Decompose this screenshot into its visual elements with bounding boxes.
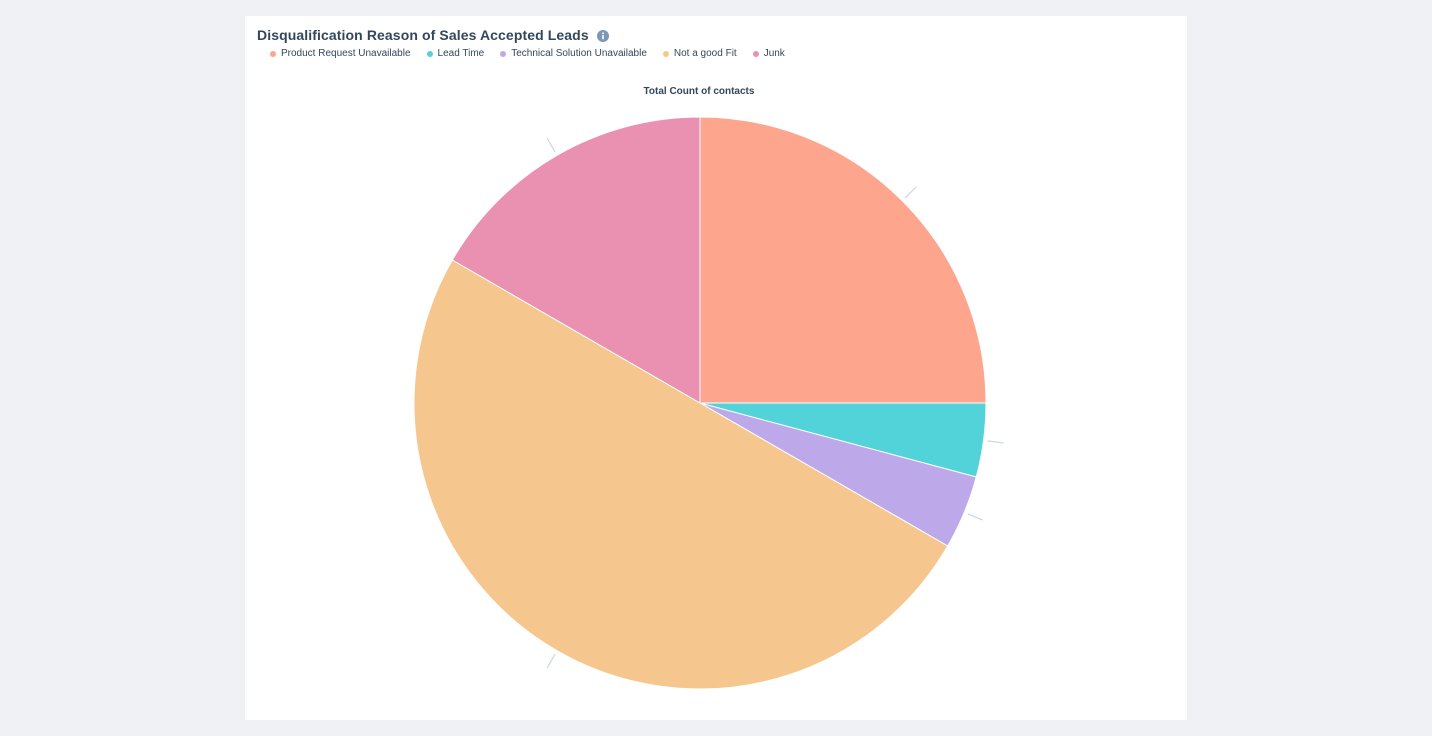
- legend-item[interactable]: Technical Solution Unavailable: [500, 48, 647, 59]
- report-card: Disqualification Reason of Sales Accepte…: [245, 16, 1187, 720]
- pie-slice[interactable]: [699, 116, 987, 404]
- chart-legend: Product Request Unavailable Lead Time Tech…: [270, 48, 785, 59]
- legend-label: Technical Solution Unavailable: [511, 48, 647, 59]
- legend-label: Lead Time: [437, 48, 485, 59]
- report-title: Disqualification Reason of Sales Accepte…: [257, 27, 589, 43]
- pie-chart: [413, 116, 1004, 690]
- slice-leader-line: [546, 137, 556, 153]
- legend-label: Junk: [763, 48, 785, 59]
- slice-leader-line: [546, 653, 556, 669]
- legend-item[interactable]: Lead Time: [426, 48, 485, 59]
- pie-slice[interactable]: [413, 259, 949, 690]
- legend-item[interactable]: Junk: [752, 48, 785, 59]
- legend-swatch: [426, 50, 433, 57]
- legend-swatch: [500, 50, 507, 57]
- slice-leader-line: [987, 440, 1004, 444]
- pie-slice[interactable]: [451, 116, 701, 404]
- chart-title: Total Count of contacts: [643, 86, 755, 97]
- info-icon[interactable]: [596, 29, 609, 42]
- legend-item[interactable]: Not a good Fit: [662, 48, 737, 59]
- slice-leader-line: [967, 513, 983, 521]
- legend-item[interactable]: Product Request Unavailable: [270, 48, 411, 59]
- legend-swatch: [752, 50, 759, 57]
- legend-swatch: [662, 50, 669, 57]
- legend-swatch: [270, 50, 276, 57]
- report-header: Disqualification Reason of Sales Accepte…: [257, 27, 609, 43]
- legend-label: Product Request Unavailable: [281, 48, 411, 59]
- legend-label: Not a good Fit: [673, 48, 737, 59]
- slice-leader-line: [904, 186, 917, 199]
